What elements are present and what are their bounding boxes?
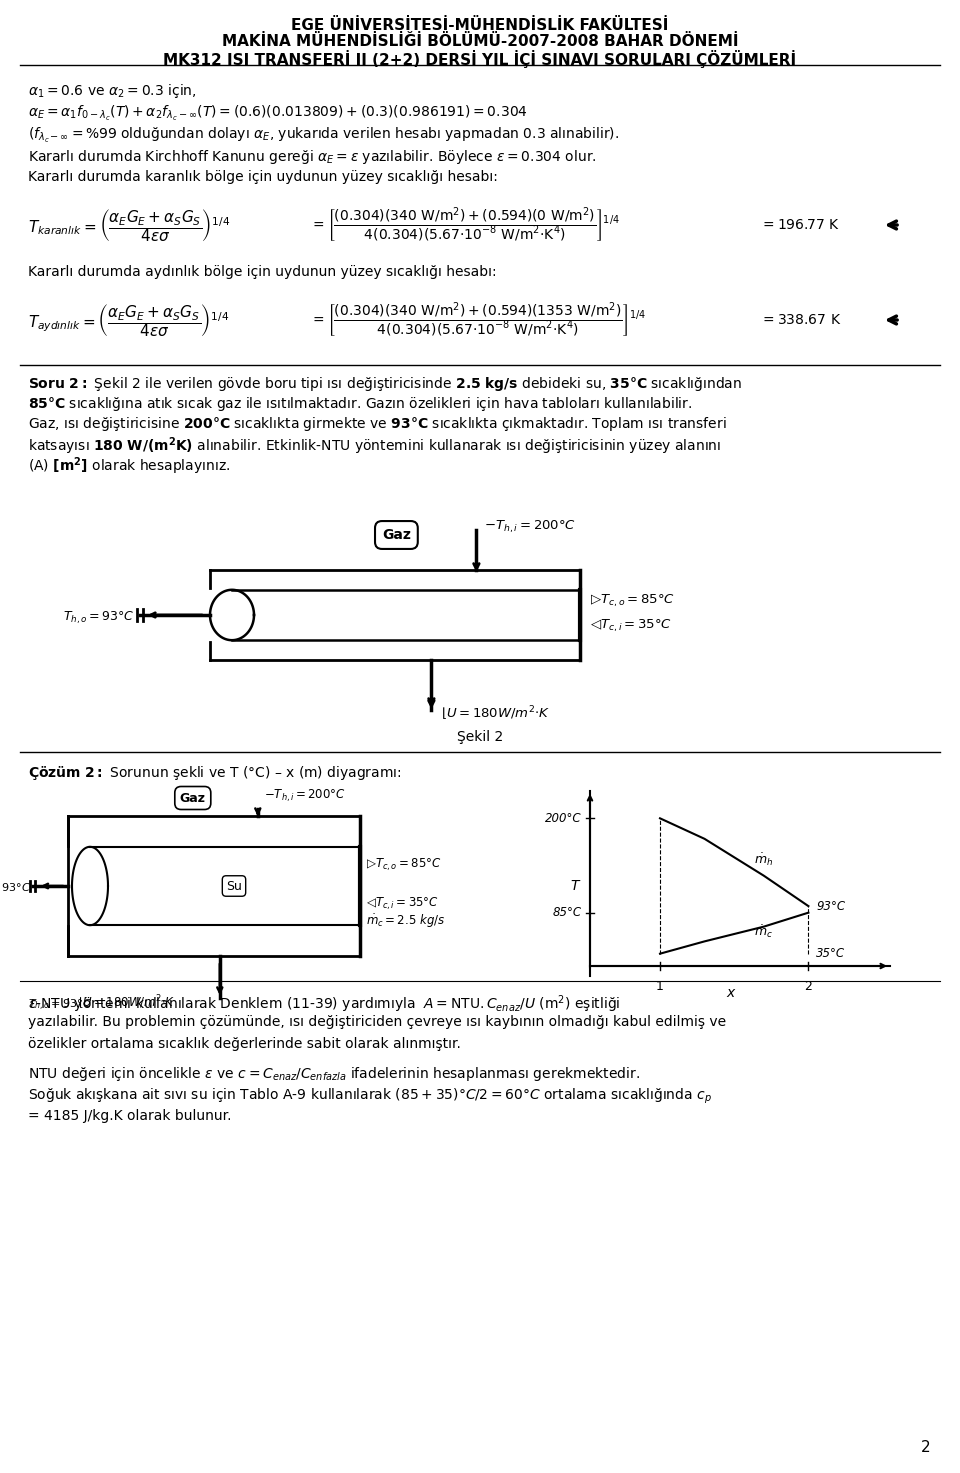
Text: $\triangleleft T_{c,i}=35°C$: $\triangleleft T_{c,i}=35°C$ xyxy=(366,896,439,912)
Text: NTU değeri için öncelikle $\varepsilon$ ve $c = C_{enaz} / C_{enfazla}$ ifadeler: NTU değeri için öncelikle $\varepsilon$ … xyxy=(28,1065,640,1083)
Text: (A) $\mathbf{[m^2]}$ olarak hesaplayınız.: (A) $\mathbf{[m^2]}$ olarak hesaplayınız… xyxy=(28,455,230,477)
Text: Kararlı durumda aydınlık bölge için uydunun yüzey sıcaklığı hesabı:: Kararlı durumda aydınlık bölge için uydu… xyxy=(28,265,496,278)
Text: Gaz: Gaz xyxy=(382,527,411,542)
Text: MK312 ISI TRANSFERİ II (2+2) DERSİ YIL İÇİ SINAVI SORULARI ÇÖZÜMLERİ: MK312 ISI TRANSFERİ II (2+2) DERSİ YIL İ… xyxy=(163,50,797,68)
Text: $= \left[\dfrac{(0.304)(340\ \mathrm{W/m^2}) + (0.594)(0\ \mathrm{W/m^2})}{4(0.3: $= \left[\dfrac{(0.304)(340\ \mathrm{W/m… xyxy=(310,205,620,245)
Text: Gaz: Gaz xyxy=(180,791,205,804)
Text: $\mathbf{Çözüm\ 2:}$ Sorunun şekli ve T (°C) – x (m) diyagramı:: $\mathbf{Çözüm\ 2:}$ Sorunun şekli ve T … xyxy=(28,764,401,782)
Text: $\triangleright T_{c,o}=85°C$: $\triangleright T_{c,o}=85°C$ xyxy=(590,592,675,608)
Text: $\lfloor U=180W/m^2{\cdot}K$: $\lfloor U=180W/m^2{\cdot}K$ xyxy=(442,706,551,723)
Text: Kararlı durumda karanlık bölge için uydunun yüzey sıcaklığı hesabı:: Kararlı durumda karanlık bölge için uydu… xyxy=(28,169,498,184)
Text: $= 196.77\ \mathrm{K}$: $= 196.77\ \mathrm{K}$ xyxy=(760,218,840,233)
Text: $\triangleleft T_{c,i}=35°C$: $\triangleleft T_{c,i}=35°C$ xyxy=(590,617,672,633)
Text: $= 338.67\ \mathrm{K}$: $= 338.67\ \mathrm{K}$ xyxy=(760,312,841,327)
Text: Kararlı durumda Kirchhoff Kanunu gereği $\alpha_E = \varepsilon$ yazılabilir. Bö: Kararlı durumda Kirchhoff Kanunu gereği … xyxy=(28,147,597,166)
Text: yazılabilir. Bu problemin çözümünde, ısı değiştiriciden çevreye ısı kaybının olm: yazılabilir. Bu problemin çözümünde, ısı… xyxy=(28,1015,726,1030)
Text: 93°C: 93°C xyxy=(816,900,846,913)
Text: $\dot{m}_c$: $\dot{m}_c$ xyxy=(755,924,773,940)
Text: Soğuk akışkana ait sıvı su için Tablo A-9 kullanılarak $(85 + 35)°C / 2 = 60°C$ : Soğuk akışkana ait sıvı su için Tablo A-… xyxy=(28,1087,712,1106)
Text: $\mathbf{Soru\ 2:}$ Şekil 2 ile verilen gövde boru tipi ısı değiştiricisinde $\m: $\mathbf{Soru\ 2:}$ Şekil 2 ile verilen … xyxy=(28,376,742,393)
Text: 85°C: 85°C xyxy=(553,906,582,919)
Text: $= \left[\dfrac{(0.304)(340\ \mathrm{W/m^2}) + (0.594)(1353\ \mathrm{W/m^2})}{4(: $= \left[\dfrac{(0.304)(340\ \mathrm{W/m… xyxy=(310,300,646,340)
Text: 200°C: 200°C xyxy=(545,812,582,825)
Text: $T_{ayd\imath nl\imath k} = \left(\dfrac{\alpha_E G_E + \alpha_S G_S}{4\varepsil: $T_{ayd\imath nl\imath k} = \left(\dfrac… xyxy=(28,302,229,339)
Text: Gaz, ısı değiştiricisine $\mathbf{200°C}$ sıcaklıkta girmekte ve $\mathbf{93°C}$: Gaz, ısı değiştiricisine $\mathbf{200°C}… xyxy=(28,415,727,433)
Text: EGE ÜNİVERSİTESİ-MÜHENDİSLİK FAKÜLTESİ: EGE ÜNİVERSİTESİ-MÜHENDİSLİK FAKÜLTESİ xyxy=(291,18,669,32)
Text: $\dot{m}_c=2.5\ kg/s$: $\dot{m}_c=2.5\ kg/s$ xyxy=(366,913,445,931)
Text: 1: 1 xyxy=(656,980,664,993)
Text: $(f_{\lambda_c-\infty} = \%99$ olduğundan dolayı $\alpha_E$, yukarıda verilen he: $(f_{\lambda_c-\infty} = \%99$ olduğunda… xyxy=(28,127,619,144)
Text: T: T xyxy=(571,879,579,893)
Text: $\alpha_E = \alpha_1 f_{0-\lambda_c}(T) + \alpha_2 f_{\lambda_c-\infty}(T) = (0.: $\alpha_E = \alpha_1 f_{0-\lambda_c}(T) … xyxy=(28,105,528,124)
Text: x: x xyxy=(726,985,734,1000)
Text: $-T_{h,i}=200°C$: $-T_{h,i}=200°C$ xyxy=(264,788,346,804)
Text: Su: Su xyxy=(226,879,242,893)
Text: $\lfloor U=180W/m^2{\cdot}K$: $\lfloor U=180W/m^2{\cdot}K$ xyxy=(78,994,176,1012)
Text: $-T_{h,i}=200°C$: $-T_{h,i}=200°C$ xyxy=(485,518,577,535)
Text: özelikler ortalama sıcaklık değerlerinde sabit olarak alınmıştır.: özelikler ortalama sıcaklık değerlerinde… xyxy=(28,1037,461,1052)
Text: 2: 2 xyxy=(804,980,812,993)
Text: MAKİNA MÜHENDİSLİĞİ BÖLÜMÜ-2007-2008 BAHAR DÖNEMİ: MAKİNA MÜHENDİSLİĞİ BÖLÜMÜ-2007-2008 BAH… xyxy=(222,34,738,49)
Text: katsayısı $\mathbf{180\ W/(m^2K)}$ alınabilir. Etkinlik-NTU yöntemini kullanarak: katsayısı $\mathbf{180\ W/(m^2K)}$ alına… xyxy=(28,435,721,457)
Text: $\mathbf{85°C}$ sıcaklığına atık sıcak gaz ile ısıtılmaktadır. Gazın özelikleri : $\mathbf{85°C}$ sıcaklığına atık sıcak g… xyxy=(28,395,692,412)
Text: = 4185 J/kg.K olarak bulunur.: = 4185 J/kg.K olarak bulunur. xyxy=(28,1109,231,1122)
Text: $\dot{m}_h$: $\dot{m}_h$ xyxy=(755,851,774,868)
Text: 35°C: 35°C xyxy=(816,947,846,960)
Text: $\alpha_1 = 0.6$ ve $\alpha_2 = 0.3$ için,: $\alpha_1 = 0.6$ ve $\alpha_2 = 0.3$ içi… xyxy=(28,82,197,100)
Text: $\varepsilon$-NTU yöntemi kullanılarak Denklem (11-39) yardımıyla  $A = \mathrm{: $\varepsilon$-NTU yöntemi kullanılarak D… xyxy=(28,993,620,1015)
Text: $\triangleright T_{c,o}=85°C$: $\triangleright T_{c,o}=85°C$ xyxy=(366,856,442,872)
Text: $T_{h,o}=93°C$: $T_{h,o}=93°C$ xyxy=(63,610,135,626)
Text: Şekil 2: Şekil 2 xyxy=(457,731,503,744)
Text: $T_{h,o}=93°C$: $T_{h,o}=93°C$ xyxy=(0,881,31,897)
Text: $T_{h,o}=93°C$: $T_{h,o}=93°C$ xyxy=(28,999,92,1013)
Text: 2: 2 xyxy=(921,1441,930,1455)
Text: $T_{karanl\imath k} = \left(\dfrac{\alpha_E G_E + \alpha_S G_S}{4\varepsilon\sig: $T_{karanl\imath k} = \left(\dfrac{\alph… xyxy=(28,206,230,243)
